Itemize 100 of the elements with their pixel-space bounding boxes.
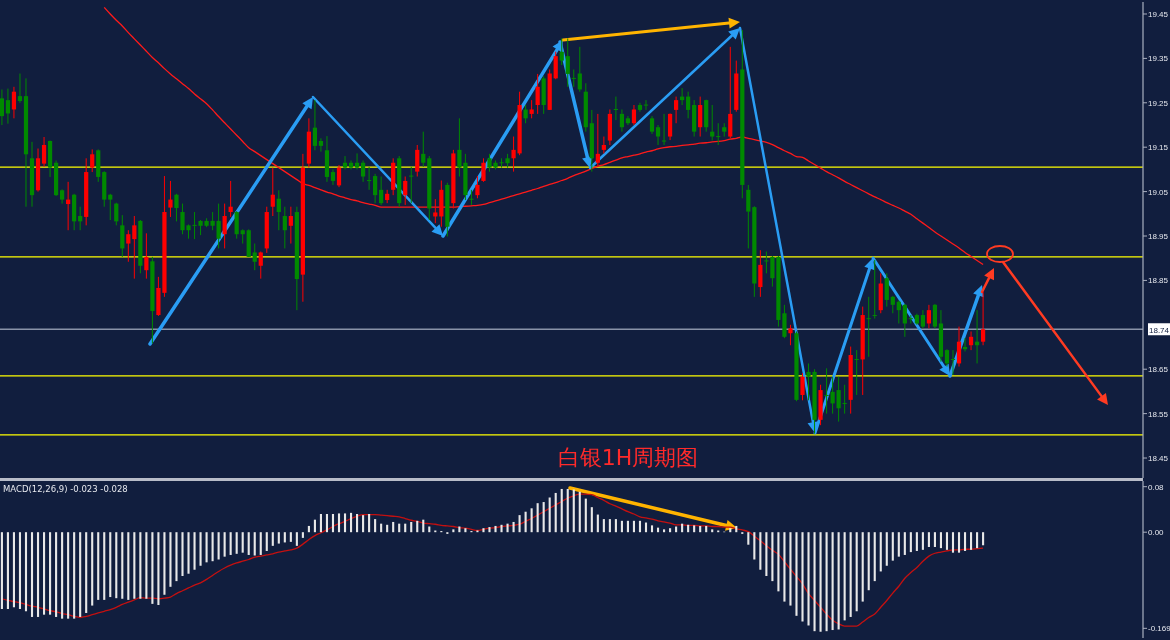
candlestick xyxy=(475,175,480,199)
candlestick xyxy=(120,214,125,258)
bar xyxy=(578,491,581,533)
bar xyxy=(620,520,623,533)
bar xyxy=(229,532,232,555)
candlestick xyxy=(409,166,414,204)
bar xyxy=(151,532,154,604)
bar xyxy=(939,532,942,549)
candlestick xyxy=(433,198,438,224)
candlestick xyxy=(174,193,179,222)
candlestick xyxy=(872,259,877,320)
bar xyxy=(175,532,178,582)
bar xyxy=(897,532,900,557)
bar xyxy=(777,532,780,592)
bar xyxy=(602,519,605,533)
bar xyxy=(783,532,786,602)
candlestick xyxy=(565,37,570,88)
bar xyxy=(831,532,834,631)
bar xyxy=(771,532,774,582)
candlestick xyxy=(114,202,119,226)
candlestick xyxy=(379,176,384,206)
bar xyxy=(909,532,912,553)
y-tick-label: 18.95 xyxy=(1148,232,1169,241)
bar xyxy=(313,519,316,533)
candlestick xyxy=(643,99,649,111)
bar xyxy=(139,532,142,599)
bar xyxy=(6,532,9,609)
bar xyxy=(855,532,858,612)
candlestick xyxy=(373,173,378,204)
bar xyxy=(915,532,918,551)
bar xyxy=(795,532,798,616)
bar xyxy=(867,532,870,591)
candlestick xyxy=(842,384,847,415)
bar xyxy=(494,525,497,533)
bar xyxy=(608,519,611,533)
bar xyxy=(181,532,184,576)
candlestick xyxy=(336,164,342,188)
y-tick-label: 18.65 xyxy=(1148,365,1169,375)
bar xyxy=(289,532,292,542)
bar xyxy=(265,532,268,551)
candlestick xyxy=(716,122,721,146)
bar xyxy=(331,513,335,533)
candlestick xyxy=(144,232,149,280)
candlestick xyxy=(746,184,751,249)
candlestick xyxy=(559,37,564,66)
candlestick xyxy=(403,176,408,206)
bar xyxy=(891,532,894,561)
bar xyxy=(452,529,455,533)
bar xyxy=(43,532,46,615)
candlestick xyxy=(529,99,534,119)
bar xyxy=(970,532,973,550)
candlestick xyxy=(758,249,763,298)
bar xyxy=(36,532,40,617)
candlestick xyxy=(132,215,137,280)
bar xyxy=(121,532,124,599)
candlestick xyxy=(523,104,528,124)
candlestick xyxy=(270,167,275,217)
candlestick xyxy=(168,180,173,218)
bar xyxy=(789,532,792,606)
bar xyxy=(650,525,654,533)
bar xyxy=(115,532,118,599)
candlestick xyxy=(366,166,372,191)
bar xyxy=(957,532,961,553)
bar xyxy=(163,532,166,595)
bar xyxy=(554,492,557,533)
candlestick xyxy=(415,144,420,177)
bar xyxy=(596,514,599,533)
candlestick xyxy=(318,137,324,153)
bar xyxy=(157,532,160,606)
bar xyxy=(500,524,503,533)
bar xyxy=(85,532,88,613)
candlestick xyxy=(108,193,113,221)
bar xyxy=(49,532,52,615)
candlestick xyxy=(577,46,582,93)
candlestick xyxy=(360,160,366,183)
bar xyxy=(325,513,329,533)
candlestick xyxy=(252,243,257,271)
candlestick xyxy=(673,96,679,124)
candlestick xyxy=(222,203,227,249)
candlestick xyxy=(710,104,715,142)
y-tick-label: 19.45 xyxy=(1148,9,1169,19)
bar xyxy=(259,532,262,555)
bar xyxy=(819,532,822,632)
y-tick-label: 18.45 xyxy=(1148,454,1169,464)
bar xyxy=(199,532,202,566)
bar xyxy=(79,532,82,617)
bar xyxy=(356,513,359,533)
candlestick xyxy=(956,326,962,368)
bar xyxy=(73,532,76,619)
candlestick xyxy=(631,104,637,126)
chart-title: MACD(12,26,9) -0.023 -0.028 xyxy=(3,484,128,494)
line-series xyxy=(103,6,984,266)
bar xyxy=(307,525,310,533)
bar xyxy=(663,529,666,533)
candlestick xyxy=(282,206,287,249)
candlestick xyxy=(469,189,474,206)
candlestick xyxy=(788,324,793,346)
bar xyxy=(217,532,220,560)
candlestick xyxy=(342,155,348,170)
candlestick xyxy=(0,88,5,126)
